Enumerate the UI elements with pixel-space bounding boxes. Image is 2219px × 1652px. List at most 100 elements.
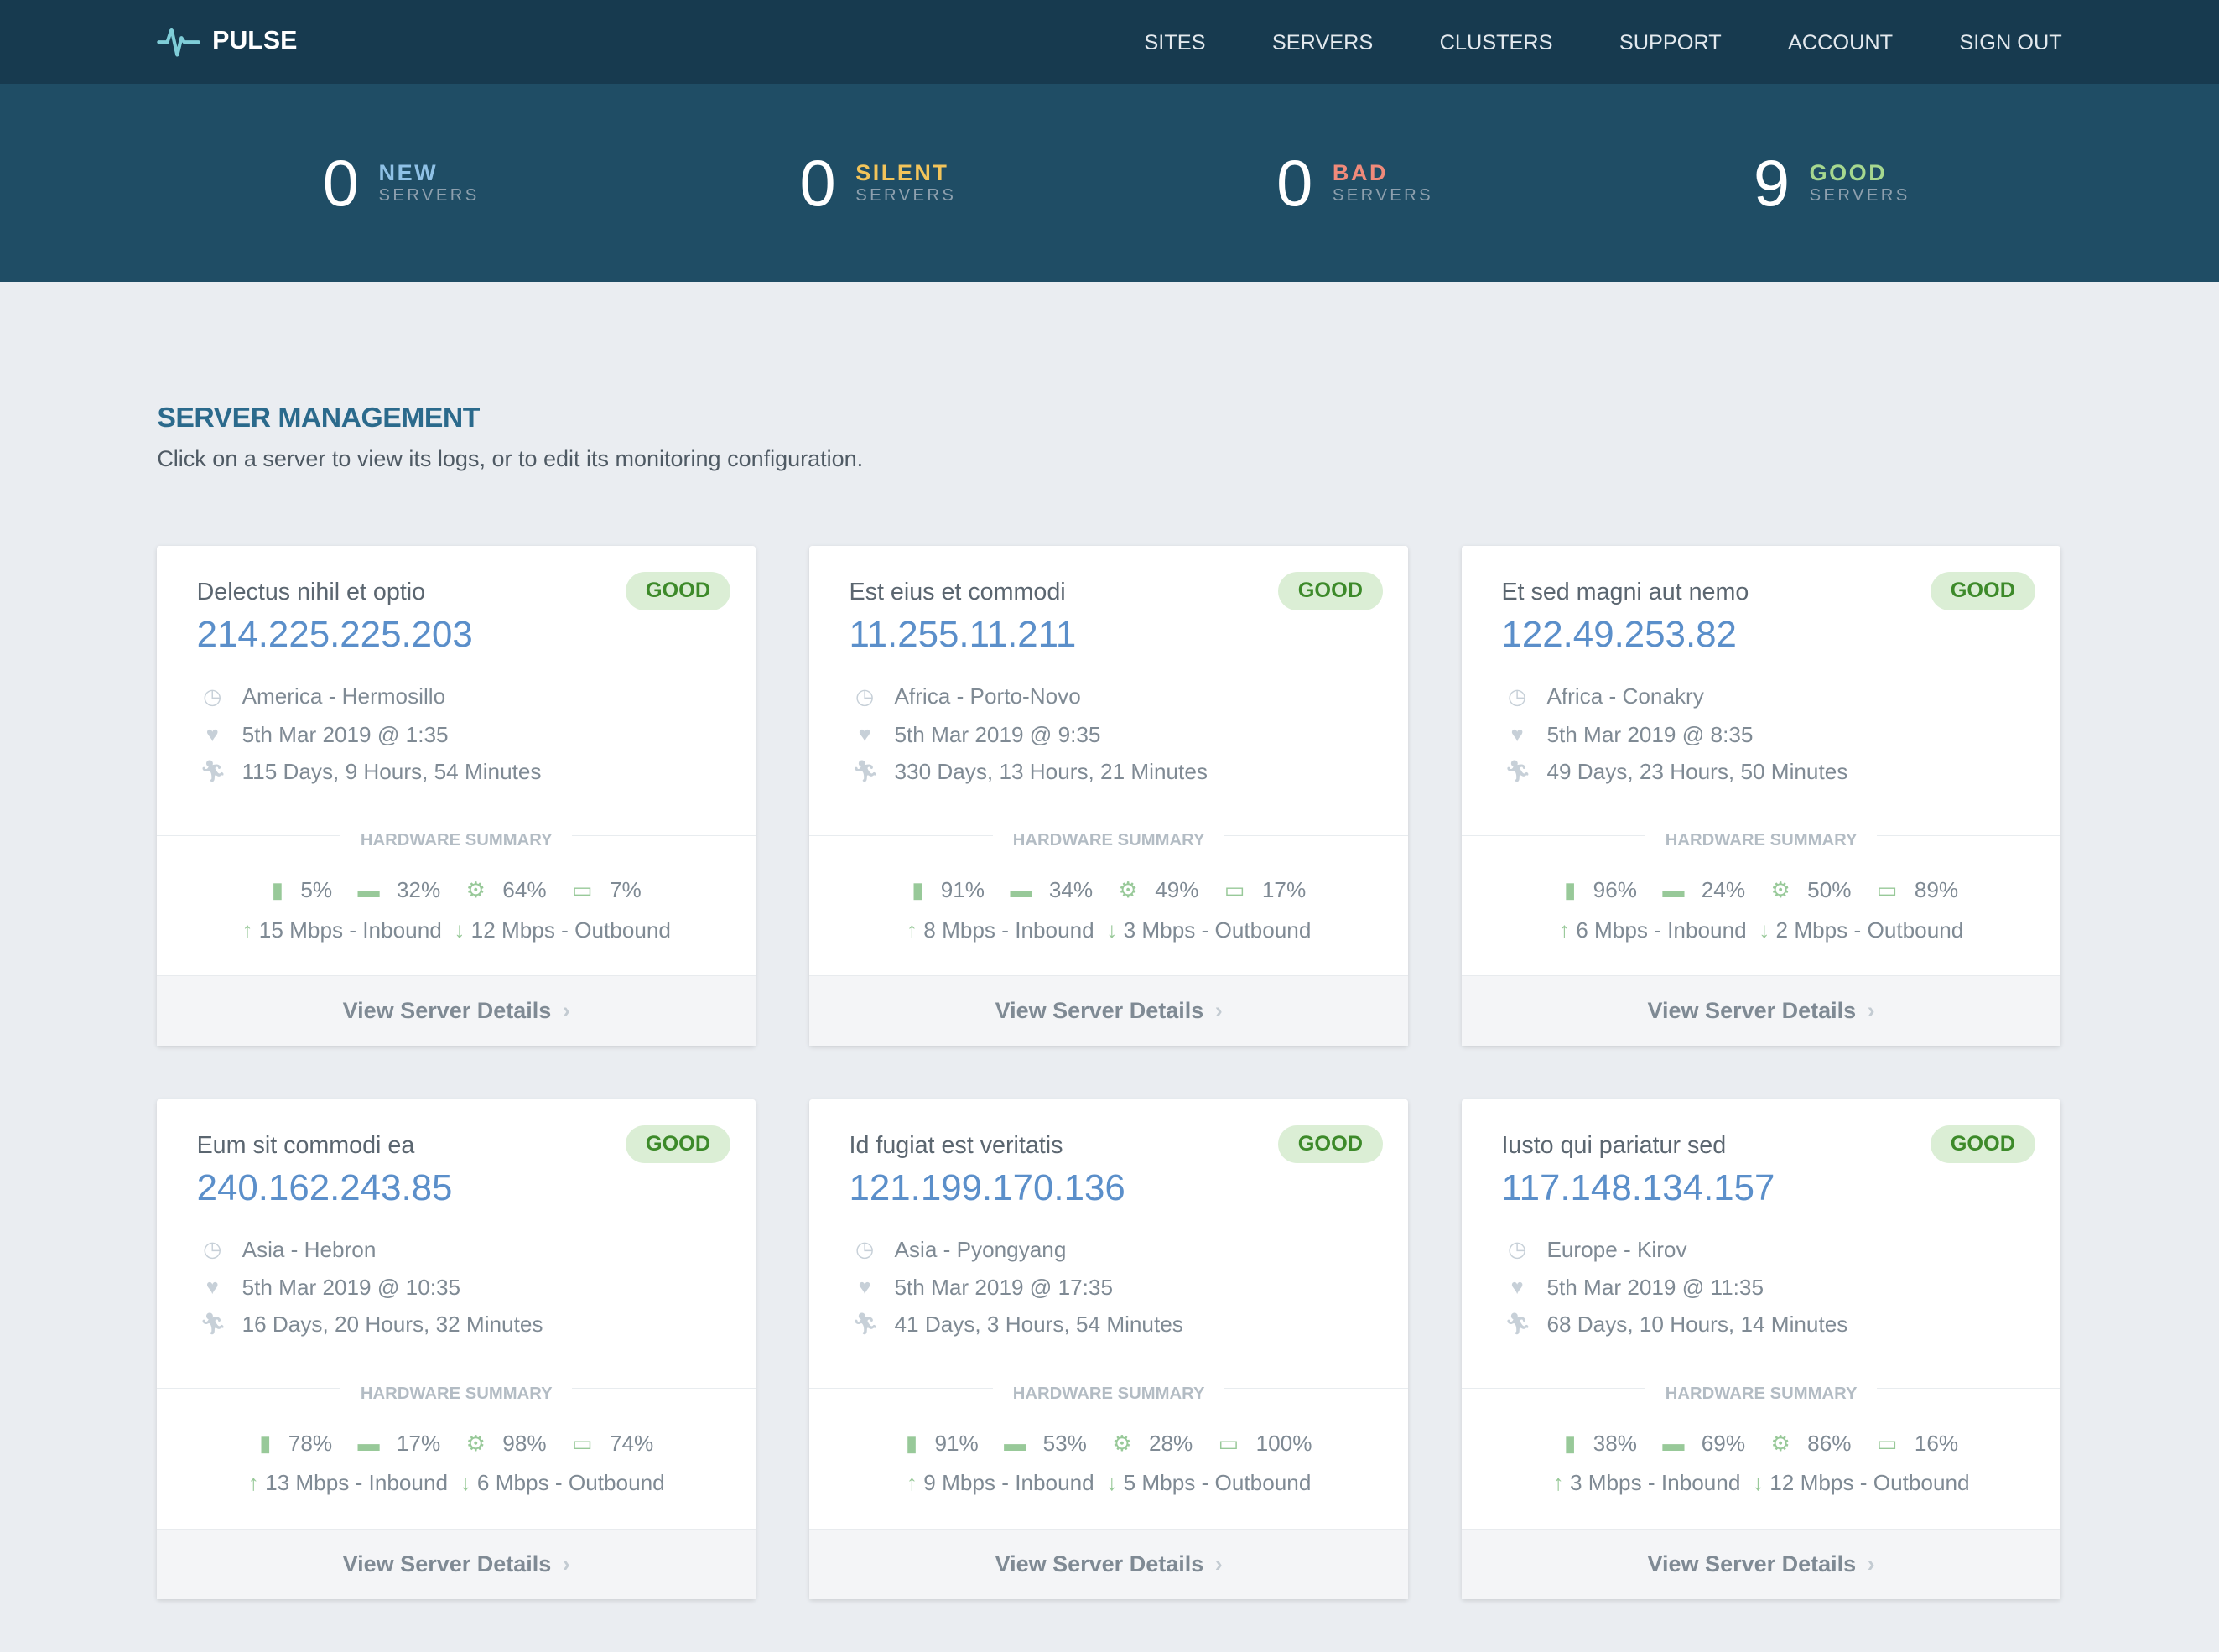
stat-good[interactable]: 9 GOOD SERVERS	[1753, 147, 1910, 220]
process-usage: 64%	[502, 877, 547, 903]
hardware-summary-label: HARDWARE SUMMARY	[340, 830, 573, 849]
network-stats: ↑ 13 Mbps - Inbound ↓ 6 Mbps - Outbound	[157, 1470, 756, 1496]
view-details-label: View Server Details	[1647, 1551, 1857, 1577]
view-details-label: View Server Details	[995, 1551, 1204, 1577]
stat-count: 0	[799, 147, 836, 220]
view-server-details-button[interactable]: View Server Details ›	[157, 975, 756, 1047]
hardware-summary-label: HARDWARE SUMMARY	[993, 1384, 1225, 1403]
stat-label: GOOD	[1809, 160, 1888, 186]
arrow-up-icon: ↑	[906, 1470, 917, 1496]
cpu-icon: ▮	[271, 877, 284, 903]
server-name: Iusto qui pariatur sed	[1501, 1132, 1727, 1159]
view-server-details-button[interactable]: View Server Details ›	[1462, 975, 2060, 1047]
stat-sub: SERVERS	[855, 186, 957, 205]
cpu-icon: ▮	[1564, 1431, 1577, 1457]
ram-usage: 53%	[1042, 1431, 1087, 1457]
network-stats: ↑ 6 Mbps - Inbound ↓ 2 Mbps - Outbound	[1462, 917, 2060, 943]
network-stats: ↑ 9 Mbps - Inbound ↓ 5 Mbps - Outbound	[809, 1470, 1408, 1496]
nav-account[interactable]: ACCOUNT	[1788, 31, 1894, 55]
stat-silent[interactable]: 0 SILENT SERVERS	[799, 147, 957, 220]
network-stats: ↑ 3 Mbps - Inbound ↓ 12 Mbps - Outbound	[1462, 1470, 2060, 1496]
stat-sub: SERVERS	[1332, 186, 1433, 205]
server-name: Delectus nihil et optio	[196, 579, 426, 606]
cpu-usage: 38%	[1593, 1431, 1637, 1457]
inbound: 6 Mbps - Inbound	[1576, 917, 1747, 943]
heartbeat-icon: ♥	[1510, 1275, 1524, 1300]
heartbeat-row: ♥ 5th Mar 2019 @ 1:35	[200, 722, 449, 748]
server-name: Et sed magni aut nemo	[1501, 579, 1749, 606]
running-icon: 🏃︎	[199, 759, 227, 783]
server-card[interactable]: Est eius et commodi 11.255.11.211 GOOD ◷…	[809, 546, 1409, 1047]
view-details-label: View Server Details	[342, 998, 552, 1024]
chevron-right-icon: ›	[1214, 1551, 1223, 1577]
view-server-details-button[interactable]: View Server Details ›	[157, 1529, 756, 1599]
view-server-details-button[interactable]: View Server Details ›	[809, 1529, 1409, 1599]
stat-sub: SERVERS	[378, 186, 480, 205]
heartbeat-row: ♥ 5th Mar 2019 @ 10:35	[200, 1275, 460, 1301]
arrow-down-icon: ↓	[1759, 917, 1770, 943]
status-badge: GOOD	[1278, 1125, 1383, 1164]
nav-clusters[interactable]: CLUSTERS	[1439, 31, 1553, 55]
status-summary: 0 NEW SERVERS 0 SILENT SERVERS 0 BAD SER…	[0, 83, 2219, 282]
network-stats: ↑ 15 Mbps - Inbound ↓ 12 Mbps - Outbound	[157, 917, 756, 943]
arrow-up-icon: ↑	[247, 1470, 259, 1496]
location-row: ◷ Africa - Porto-Novo	[852, 683, 1081, 709]
page-description: Click on a server to view its logs, or t…	[157, 445, 864, 471]
disk-usage: 89%	[1914, 877, 1959, 903]
process-usage: 98%	[502, 1431, 547, 1457]
hard-drive-icon: ▭	[1218, 1431, 1239, 1457]
server-card[interactable]: Iusto qui pariatur sed 117.148.134.157 G…	[1462, 1099, 2060, 1599]
cpu-icon: ▮	[259, 1431, 272, 1457]
hardware-stats: ▮ 78% ▬ 17% ⚙ 98% ▭ 74%	[157, 1431, 756, 1457]
stat-new[interactable]: 0 NEW SERVERS	[323, 151, 480, 217]
location: Europe - Kirov	[1546, 1236, 1687, 1262]
view-server-details-button[interactable]: View Server Details ›	[1462, 1529, 2060, 1599]
nav-support[interactable]: SUPPORT	[1619, 31, 1722, 55]
uptime-row: 🏃︎ 41 Days, 3 Hours, 54 Minutes	[852, 1312, 1183, 1338]
status-badge: GOOD	[1931, 1125, 2035, 1164]
location: Asia - Hebron	[242, 1236, 377, 1262]
view-server-details-button[interactable]: View Server Details ›	[809, 975, 1409, 1047]
heartbeat-row: ♥ 5th Mar 2019 @ 11:35	[1504, 1275, 1764, 1301]
running-icon: 🏃︎	[199, 1312, 227, 1337]
hardware-summary-label: HARDWARE SUMMARY	[1645, 1384, 1878, 1403]
outbound: 5 Mbps - Outbound	[1123, 1470, 1312, 1496]
brand-logo[interactable]: PULSE	[156, 25, 297, 57]
stat-count: 9	[1753, 147, 1790, 220]
stat-count: 0	[1276, 147, 1313, 220]
view-details-label: View Server Details	[342, 1551, 552, 1577]
server-card[interactable]: Eum sit commodi ea 240.162.243.85 GOOD ◷…	[157, 1099, 756, 1599]
location-row: ◷ Africa - Conakry	[1504, 683, 1704, 709]
outbound: 12 Mbps - Outbound	[470, 917, 671, 943]
heartbeat: 5th Mar 2019 @ 17:35	[894, 1275, 1114, 1301]
nav-sites[interactable]: SITES	[1144, 31, 1206, 55]
inbound: 8 Mbps - Inbound	[923, 917, 1094, 943]
gears-icon: ⚙	[465, 877, 486, 903]
hardware-summary-label: HARDWARE SUMMARY	[993, 830, 1225, 849]
nav-sign-out[interactable]: SIGN OUT	[1959, 31, 2062, 55]
disk-usage: 16%	[1914, 1431, 1959, 1457]
server-card[interactable]: Id fugiat est veritatis 121.199.170.136 …	[809, 1099, 1409, 1599]
location-row: ◷ Europe - Kirov	[1504, 1237, 1687, 1263]
server-card[interactable]: Delectus nihil et optio 214.225.225.203 …	[157, 546, 756, 1047]
server-card[interactable]: Et sed magni aut nemo 122.49.253.82 GOOD…	[1462, 546, 2060, 1047]
ram-icon: ▬	[1010, 877, 1032, 903]
cpu-usage: 91%	[940, 877, 985, 903]
hard-drive-icon: ▭	[1876, 1431, 1898, 1457]
gears-icon: ⚙	[1118, 877, 1138, 903]
hard-drive-icon: ▭	[1876, 877, 1898, 903]
server-name: Id fugiat est veritatis	[849, 1132, 1063, 1159]
heartbeat: 5th Mar 2019 @ 10:35	[242, 1275, 461, 1301]
cpu-usage: 91%	[934, 1431, 979, 1457]
stat-bad[interactable]: 0 BAD SERVERS	[1276, 147, 1433, 220]
heartbeat: 5th Mar 2019 @ 8:35	[1546, 721, 1754, 747]
ram-icon: ▬	[1662, 877, 1685, 903]
heartbeat-row: ♥ 5th Mar 2019 @ 8:35	[1504, 721, 1754, 748]
inbound: 13 Mbps - Inbound	[265, 1470, 449, 1496]
location-row: ◷ Asia - Hebron	[200, 1237, 376, 1263]
nav-servers[interactable]: SERVERS	[1271, 31, 1374, 55]
uptime: 330 Days, 13 Hours, 21 Minutes	[894, 758, 1208, 784]
chevron-right-icon: ›	[1214, 998, 1223, 1024]
arrow-down-icon: ↓	[1106, 1470, 1118, 1496]
arrow-down-icon: ↓	[454, 917, 465, 943]
